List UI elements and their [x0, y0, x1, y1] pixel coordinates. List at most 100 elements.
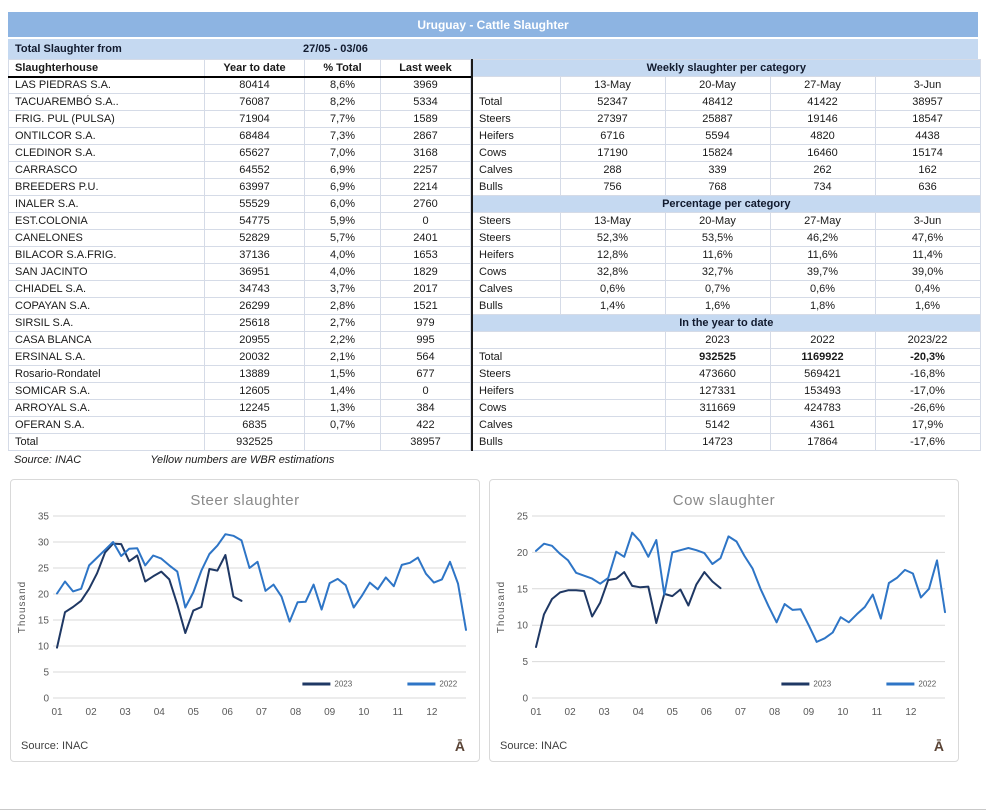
- slaughterhouse-name: LAS PIEDRAS S.A.: [8, 76, 205, 94]
- column-header: Last week: [380, 59, 471, 78]
- table-row: Calves 5142 4361 17,9%: [472, 416, 981, 434]
- table-row: CANELONES 52829 5,7% 2401: [8, 229, 471, 247]
- value-cell: 0: [380, 212, 471, 230]
- value-cell: 80414: [204, 76, 305, 94]
- column-header: 13-May: [559, 212, 666, 230]
- value-cell: 11,6%: [664, 246, 771, 264]
- category-name: Bulls: [472, 433, 666, 451]
- slaughterhouse-header-row: Slaughterhouse Year to date% Total Last we…: [8, 59, 471, 78]
- value-cell: 64552: [204, 161, 305, 179]
- x-tick-label: 04: [633, 707, 645, 718]
- legend-label-2023: 2023: [334, 680, 352, 689]
- x-tick-label: 06: [222, 707, 234, 718]
- slaughterhouse-name: CARRASCO: [8, 161, 205, 179]
- value-cell: 12605: [204, 382, 305, 400]
- y-tick-label: 0: [522, 694, 528, 705]
- table-row: OFERAN S.A. 6835 0,7% 422: [8, 416, 471, 434]
- value-cell: 32,7%: [664, 263, 771, 281]
- y-tick-label: 5: [43, 668, 49, 679]
- table-row: Bulls 1,4% 1,6% 1,8% 1,6%: [472, 297, 981, 315]
- value-cell: -20,3%: [874, 348, 981, 366]
- table-row: FRIG. PUL (PULSA) 71904 7,7% 1589: [8, 110, 471, 128]
- value-cell: 5,7%: [304, 229, 381, 247]
- slaughterhouse-name: COPAYAN S.A.: [8, 297, 205, 315]
- table-row: Calves 0,6% 0,7% 0,6% 0,4%: [472, 280, 981, 298]
- value-cell: 756: [559, 178, 666, 196]
- value-cell: 3168: [380, 144, 471, 162]
- column-header: 20-May: [664, 212, 771, 230]
- x-tick-label: 03: [120, 707, 132, 718]
- slaughterhouse-name: CLEDINOR S.A.: [8, 144, 205, 162]
- value-cell: 5334: [380, 93, 471, 111]
- slaughterhouse-name: OFERAN S.A.: [8, 416, 205, 434]
- column-header: 2023: [664, 331, 771, 349]
- x-tick-label: 05: [188, 707, 200, 718]
- value-cell: 5594: [664, 127, 771, 145]
- value-cell: 2,7%: [304, 314, 381, 332]
- table-row: Cows 17190 15824 16460 15174: [472, 144, 981, 162]
- table-row: Bulls 756 768 734 636: [472, 178, 981, 196]
- value-cell: 311669: [664, 399, 771, 417]
- value-cell: 4438: [874, 127, 981, 145]
- table-row: Total 932525 1169922 -20,3%: [472, 348, 981, 366]
- table-source: Source: INAC: [14, 454, 82, 466]
- value-cell: 1,4%: [304, 382, 381, 400]
- value-cell: 17,9%: [874, 416, 981, 434]
- table-row: BILACOR S.A.FRIG. 37136 4,0% 1653: [8, 246, 471, 264]
- watermark-icon: Ā: [934, 738, 944, 754]
- value-cell: [304, 433, 381, 451]
- value-cell: 2017: [380, 280, 471, 298]
- section-title-row: Weekly slaughter per category: [472, 59, 981, 77]
- table-row: Steers 52,3% 53,5% 46,2% 47,6%: [472, 229, 981, 247]
- column-header-row: Steers 13-May 20-May 27-May 3-Jun: [472, 212, 981, 230]
- y-tick-label: 20: [38, 590, 50, 601]
- value-cell: 6835: [204, 416, 305, 434]
- value-cell: 2760: [380, 195, 471, 213]
- legend-label-2022: 2022: [439, 680, 457, 689]
- value-cell: 12,8%: [559, 246, 666, 264]
- value-cell: 1653: [380, 246, 471, 264]
- value-cell: 932525: [204, 433, 305, 451]
- category-name: Total: [472, 93, 561, 111]
- value-cell: 54775: [204, 212, 305, 230]
- x-tick-label: 11: [393, 707, 404, 718]
- cattle-slaughter-report: Uruguay - Cattle Slaughter Total Slaught…: [8, 12, 981, 469]
- value-cell: 734: [769, 178, 876, 196]
- y-axis-title: Thousand: [17, 581, 28, 633]
- slaughterhouse-name: ARROYAL S.A.: [8, 399, 205, 417]
- value-cell: 52,3%: [559, 229, 666, 247]
- value-cell: 8,2%: [304, 93, 381, 111]
- value-cell: 2214: [380, 178, 471, 196]
- y-tick-label: 5: [522, 657, 528, 668]
- value-cell: 15174: [874, 144, 981, 162]
- value-cell: 55529: [204, 195, 305, 213]
- value-cell: 1169922: [769, 348, 876, 366]
- legend-label-2022: 2022: [918, 680, 936, 689]
- value-cell: 0,4%: [874, 280, 981, 298]
- x-tick-label: 05: [667, 707, 679, 718]
- value-cell: 7,7%: [304, 110, 381, 128]
- x-tick-label: 12: [426, 707, 438, 718]
- y-tick-label: 35: [38, 512, 50, 523]
- section-title: Weekly slaughter per category: [472, 59, 981, 77]
- value-cell: 41422: [769, 93, 876, 111]
- period-bar: Total Slaughter from 27/05 - 03/06: [8, 39, 978, 59]
- value-cell: 6716: [559, 127, 666, 145]
- value-cell: 162: [874, 161, 981, 179]
- value-cell: 2867: [380, 127, 471, 145]
- value-cell: 13889: [204, 365, 305, 383]
- slaughterhouse-name: SIRSIL S.A.: [8, 314, 205, 332]
- category-name: Bulls: [472, 178, 561, 196]
- slaughterhouse-name: CASA BLANCA: [8, 331, 205, 349]
- category-name: Steers: [472, 365, 666, 383]
- column-header: [472, 76, 561, 94]
- table-row: LAS PIEDRAS S.A. 80414 8,6% 3969: [8, 76, 471, 94]
- section-title-row: Percentage per category: [472, 195, 981, 213]
- value-cell: 569421: [769, 365, 876, 383]
- table-row: TACUAREMBÓ S.A.. 76087 8,2% 5334: [8, 93, 471, 111]
- value-cell: 32,8%: [559, 263, 666, 281]
- cow-chart-panel: Cow slaughter 0 5 10 15 20 25 Thousand 01 02 03 04 0…: [489, 479, 959, 762]
- value-cell: 7,3%: [304, 127, 381, 145]
- table-row: Rosario-Rondatel 13889 1,5% 677: [8, 365, 471, 383]
